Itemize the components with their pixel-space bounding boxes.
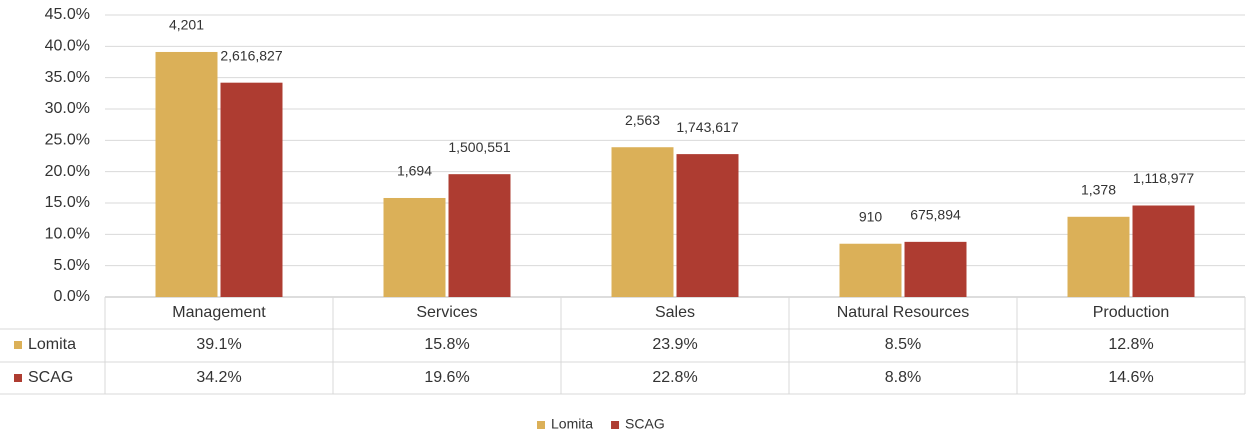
bar: [383, 197, 446, 297]
legend-label: Lomita: [551, 416, 593, 432]
data-label: 1,743,617: [676, 119, 738, 135]
data-label: 1,694: [397, 163, 432, 179]
y-tick-label: 45.0%: [45, 6, 90, 23]
bar: [220, 82, 283, 298]
data-label: 4,201: [169, 17, 204, 33]
table-cell: 39.1%: [196, 336, 241, 353]
x-tick-label: Natural Resources: [837, 304, 970, 321]
bar: [676, 154, 739, 297]
y-tick-label: 5.0%: [54, 257, 90, 274]
legend-key: [611, 421, 620, 429]
table-cell: 15.8%: [424, 336, 469, 353]
y-tick-label: 40.0%: [45, 38, 90, 55]
bar: [839, 243, 902, 297]
table-cell: 8.5%: [885, 336, 921, 353]
y-tick-label: 35.0%: [45, 69, 90, 86]
bar: [448, 174, 511, 297]
table-cell: 19.6%: [424, 369, 469, 386]
legend-key: [537, 421, 545, 429]
data-label: 1,500,551: [448, 139, 510, 155]
data-label: 2,563: [625, 112, 660, 128]
bar: [1132, 205, 1195, 297]
y-tick-label: 10.0%: [45, 226, 90, 243]
table-cell: 34.2%: [196, 369, 241, 386]
table-legend-key: [14, 341, 22, 349]
y-tick-label: 20.0%: [45, 163, 90, 180]
table-row-label: Lomita: [28, 336, 76, 353]
bar: [904, 241, 967, 297]
y-tick-label: 25.0%: [45, 132, 90, 149]
x-tick-label: Sales: [655, 304, 695, 321]
table-cell: 22.8%: [652, 369, 697, 386]
data-label: 2,616,827: [220, 47, 282, 63]
table-cell: 14.6%: [1108, 369, 1153, 386]
table-cell: 23.9%: [652, 336, 697, 353]
table-cell: 12.8%: [1108, 336, 1153, 353]
data-label: 1,118,977: [1133, 170, 1194, 186]
data-label: 910: [859, 208, 883, 224]
table-legend-key: [14, 374, 22, 382]
table-row-label: SCAG: [28, 369, 73, 386]
x-tick-label: Management: [172, 304, 266, 321]
bar: [611, 147, 674, 297]
x-tick-label: Production: [1093, 304, 1170, 321]
data-label: 675,894: [910, 207, 961, 223]
legend-label: SCAG: [625, 416, 665, 432]
x-tick-label: Services: [416, 304, 477, 321]
table-cell: 8.8%: [885, 369, 921, 386]
bar: [155, 51, 218, 298]
y-tick-label: 15.0%: [45, 194, 90, 211]
y-tick-label: 30.0%: [45, 100, 90, 117]
data-label: 1,378: [1081, 181, 1116, 197]
y-tick-label: 0.0%: [54, 288, 90, 305]
bar: [1067, 216, 1130, 297]
